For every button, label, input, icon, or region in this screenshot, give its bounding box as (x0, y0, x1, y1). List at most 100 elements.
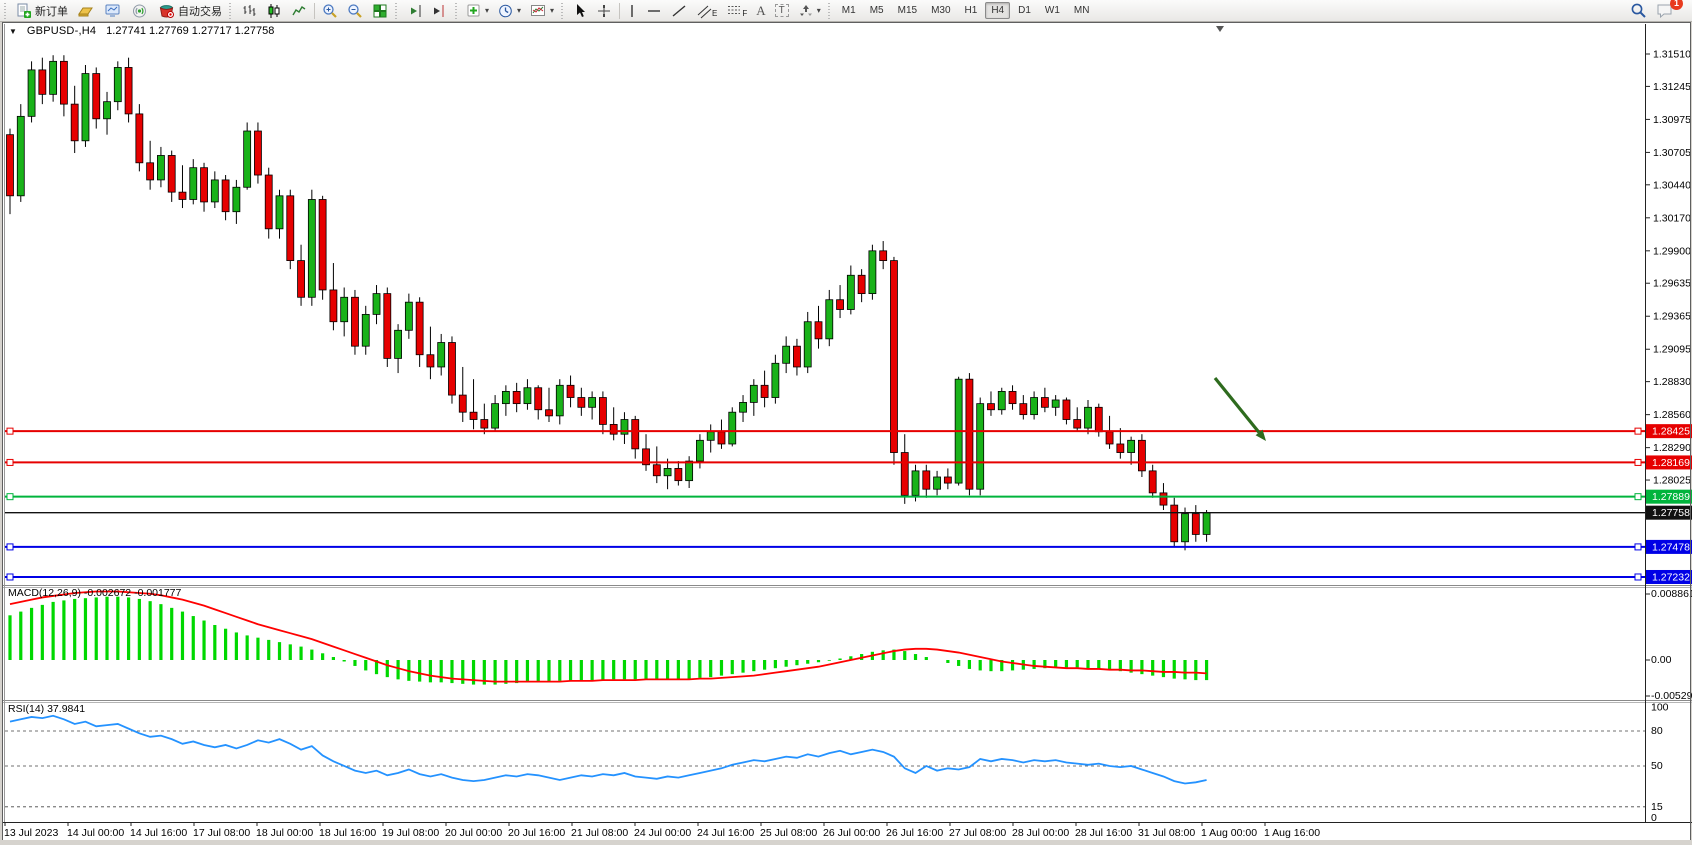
line-handle (1634, 427, 1642, 435)
svg-text:100: 100 (1651, 702, 1669, 714)
candle-down (38, 69, 47, 95)
candle-up (1127, 439, 1136, 453)
line-chart-button[interactable] (287, 0, 311, 22)
candle-up (663, 468, 672, 477)
candle-down (415, 301, 424, 356)
timeframe-MN[interactable]: MN (1073, 5, 1090, 16)
svg-text:18 Jul 00:00: 18 Jul 00:00 (256, 827, 313, 839)
chart-header: ▼ GBPUSD-,H4 1.27741 1.27769 1.27717 1.2… (9, 25, 274, 37)
candle-up (782, 345, 791, 364)
candle-down (178, 191, 187, 200)
indicators-button[interactable]: ▾ (463, 0, 493, 22)
svg-text:28 Jul 00:00: 28 Jul 00:00 (1012, 827, 1069, 839)
toolbar-grip[interactable] (395, 2, 400, 19)
timeframe-H1[interactable]: H1 (964, 5, 978, 16)
new-chart-icon (78, 7, 93, 16)
search-button[interactable] (1626, 0, 1651, 22)
horizontal-lines[interactable]: 1.28425 1.28169 1.27889 1.27758 1.27478 1.272… (5, 424, 1692, 584)
periods-button[interactable]: ▾ (494, 0, 525, 22)
equidistant-channel-button[interactable]: E (692, 0, 721, 22)
svg-text:1.28025: 1.28025 (1653, 475, 1691, 487)
cursor-icon (577, 3, 586, 17)
candle-down (1148, 470, 1157, 494)
toolbar-grip[interactable] (455, 2, 460, 19)
line-handle (1634, 573, 1642, 581)
candle-up (1202, 512, 1211, 535)
candle-up (728, 411, 737, 445)
cursor-button[interactable] (569, 0, 591, 22)
candle-down (1159, 492, 1168, 506)
new-order-button[interactable]: 新订单 (12, 0, 72, 22)
tile-windows-button[interactable] (368, 0, 392, 22)
bar-chart-button[interactable] (237, 0, 261, 22)
timeframe-D1[interactable]: D1 (1018, 5, 1031, 16)
templates-button[interactable]: ▾ (526, 0, 558, 22)
candle-down (146, 162, 155, 181)
autotrading-button[interactable]: 自动交易 (154, 0, 226, 22)
clock-icon (499, 4, 512, 17)
candle-up (243, 130, 252, 188)
toolbar-grip[interactable] (229, 2, 234, 19)
new-chart-button[interactable] (73, 0, 99, 22)
price-axis: 1.31510 1.31245 1.30975 1.30705 1.30440 1.301… (1645, 49, 1691, 487)
fibonacci-icon (728, 5, 741, 14)
candle-down (577, 397, 586, 408)
candle-up (27, 69, 36, 117)
channel-letter: E (712, 9, 718, 18)
vertical-line-button[interactable] (623, 0, 641, 22)
candle-down (900, 452, 909, 496)
candle-down (264, 174, 273, 230)
svg-text:26 Jul 00:00: 26 Jul 00:00 (823, 827, 880, 839)
timeframe-W1[interactable]: W1 (1044, 5, 1060, 16)
arrows-button[interactable]: ▾ (794, 0, 825, 22)
candle-up (113, 67, 122, 103)
notification-badge: 1 (1670, 0, 1683, 10)
candle-down (448, 342, 456, 396)
candlestick-chart-button[interactable] (262, 0, 286, 22)
svg-text:1.27232: 1.27232 (1652, 571, 1690, 583)
text-label-button[interactable]: T (771, 0, 793, 22)
svg-text:1.29365: 1.29365 (1653, 311, 1691, 323)
candle-up (620, 419, 629, 435)
candle-down (1019, 403, 1028, 416)
signals-button[interactable] (127, 0, 153, 22)
candle-up (706, 431, 715, 441)
separator (314, 2, 315, 19)
auto-scroll-button[interactable] (403, 0, 427, 22)
profiles-button[interactable] (100, 0, 126, 22)
toolbar-grip[interactable] (4, 2, 9, 19)
toolbar-grip[interactable] (561, 2, 567, 19)
timeframe-M30[interactable]: M30 (931, 5, 951, 16)
svg-text:0: 0 (1651, 812, 1657, 824)
chart-window: ▼ GBPUSD-,H4 1.27741 1.27769 1.27717 1.2… (0, 22, 1692, 845)
candle-up (523, 387, 532, 405)
chart-shift-button[interactable] (428, 0, 452, 22)
candle-down (534, 387, 543, 411)
crosshair-button[interactable] (592, 0, 616, 22)
candle-up (394, 329, 402, 359)
horizontal-line-button[interactable] (642, 0, 666, 22)
collapse-triangle-icon[interactable]: ▼ (9, 26, 17, 36)
candle-down (566, 384, 575, 398)
trend-arrow[interactable] (1213, 376, 1261, 434)
toolbar-grip[interactable] (827, 2, 833, 19)
timeframe-M1[interactable]: M1 (841, 5, 856, 16)
zoom-out-button[interactable] (343, 0, 367, 22)
svg-text:1.31510: 1.31510 (1653, 49, 1691, 61)
line-handle (6, 493, 14, 501)
autotrading-label: 自动交易 (178, 5, 222, 18)
notifications-button[interactable]: 1 (1652, 0, 1683, 22)
template-icon (531, 4, 546, 16)
zoom-in-button[interactable] (318, 0, 342, 22)
text-button[interactable]: A (752, 0, 769, 22)
candle-down (631, 419, 640, 450)
svg-text:27 Jul 08:00: 27 Jul 08:00 (949, 827, 1006, 839)
fibonacci-button[interactable]: F (722, 0, 751, 22)
candle-up (803, 321, 812, 368)
timeframe-M5[interactable]: M5 (869, 5, 884, 16)
macd-signal-line (9, 590, 1207, 683)
timeframe-H4[interactable]: H4 (985, 2, 1011, 19)
timeframe-M15[interactable]: M15 (897, 5, 918, 16)
trendline-button[interactable] (667, 0, 691, 22)
candle-up (210, 179, 219, 203)
